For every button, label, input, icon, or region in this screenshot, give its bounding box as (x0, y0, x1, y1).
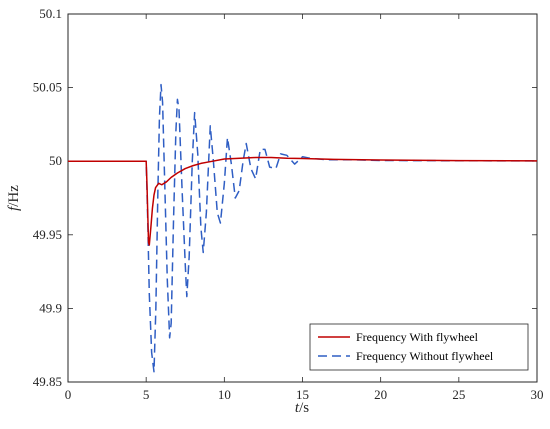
x-axis-label-unit: /s (299, 400, 309, 416)
y-axis-label-unit: /Hz (6, 185, 22, 207)
x-tick-label: 15 (296, 387, 309, 402)
data-series (68, 83, 538, 373)
y-tick-label: 50.05 (33, 80, 62, 95)
x-tick-label: 25 (452, 387, 465, 402)
y-tick-label: 49.9 (39, 300, 62, 315)
plot-area (67, 13, 538, 383)
legend-label-with-flywheel: Frequency With flywheel (356, 330, 479, 344)
series-line-with-flywheel (68, 156, 538, 246)
y-tick-label: 49.85 (33, 374, 62, 389)
y-tick-label: 49.95 (33, 227, 62, 242)
y-axis-label-italic: f (6, 205, 22, 211)
legend: Frequency With flywheel Frequency Withou… (309, 323, 529, 371)
x-tick-label: 20 (374, 387, 387, 402)
svg-text:f/Hz: f/Hz (6, 185, 22, 211)
svg-text:t/s: t/s (295, 400, 309, 416)
y-tick-label: 50 (49, 153, 62, 168)
x-tick-label: 30 (531, 387, 544, 402)
axis-ticks: 0 5 10 15 20 25 30 49.85 49.9 49.95 50 50.05 50.1 (33, 6, 544, 402)
x-tick-label: 10 (218, 387, 231, 402)
x-tick-label: 0 (65, 387, 72, 402)
series-line-without-flywheel (68, 83, 538, 373)
x-axis-label: t/s (295, 400, 309, 416)
legend-box (309, 323, 529, 371)
legend-label-without-flywheel: Frequency Without flywheel (356, 349, 494, 363)
y-tick-label: 50.1 (39, 6, 62, 21)
x-axis-label-italic: t (295, 400, 300, 416)
y-axis-label: f/Hz (6, 185, 22, 211)
x-tick-label: 5 (143, 387, 150, 402)
